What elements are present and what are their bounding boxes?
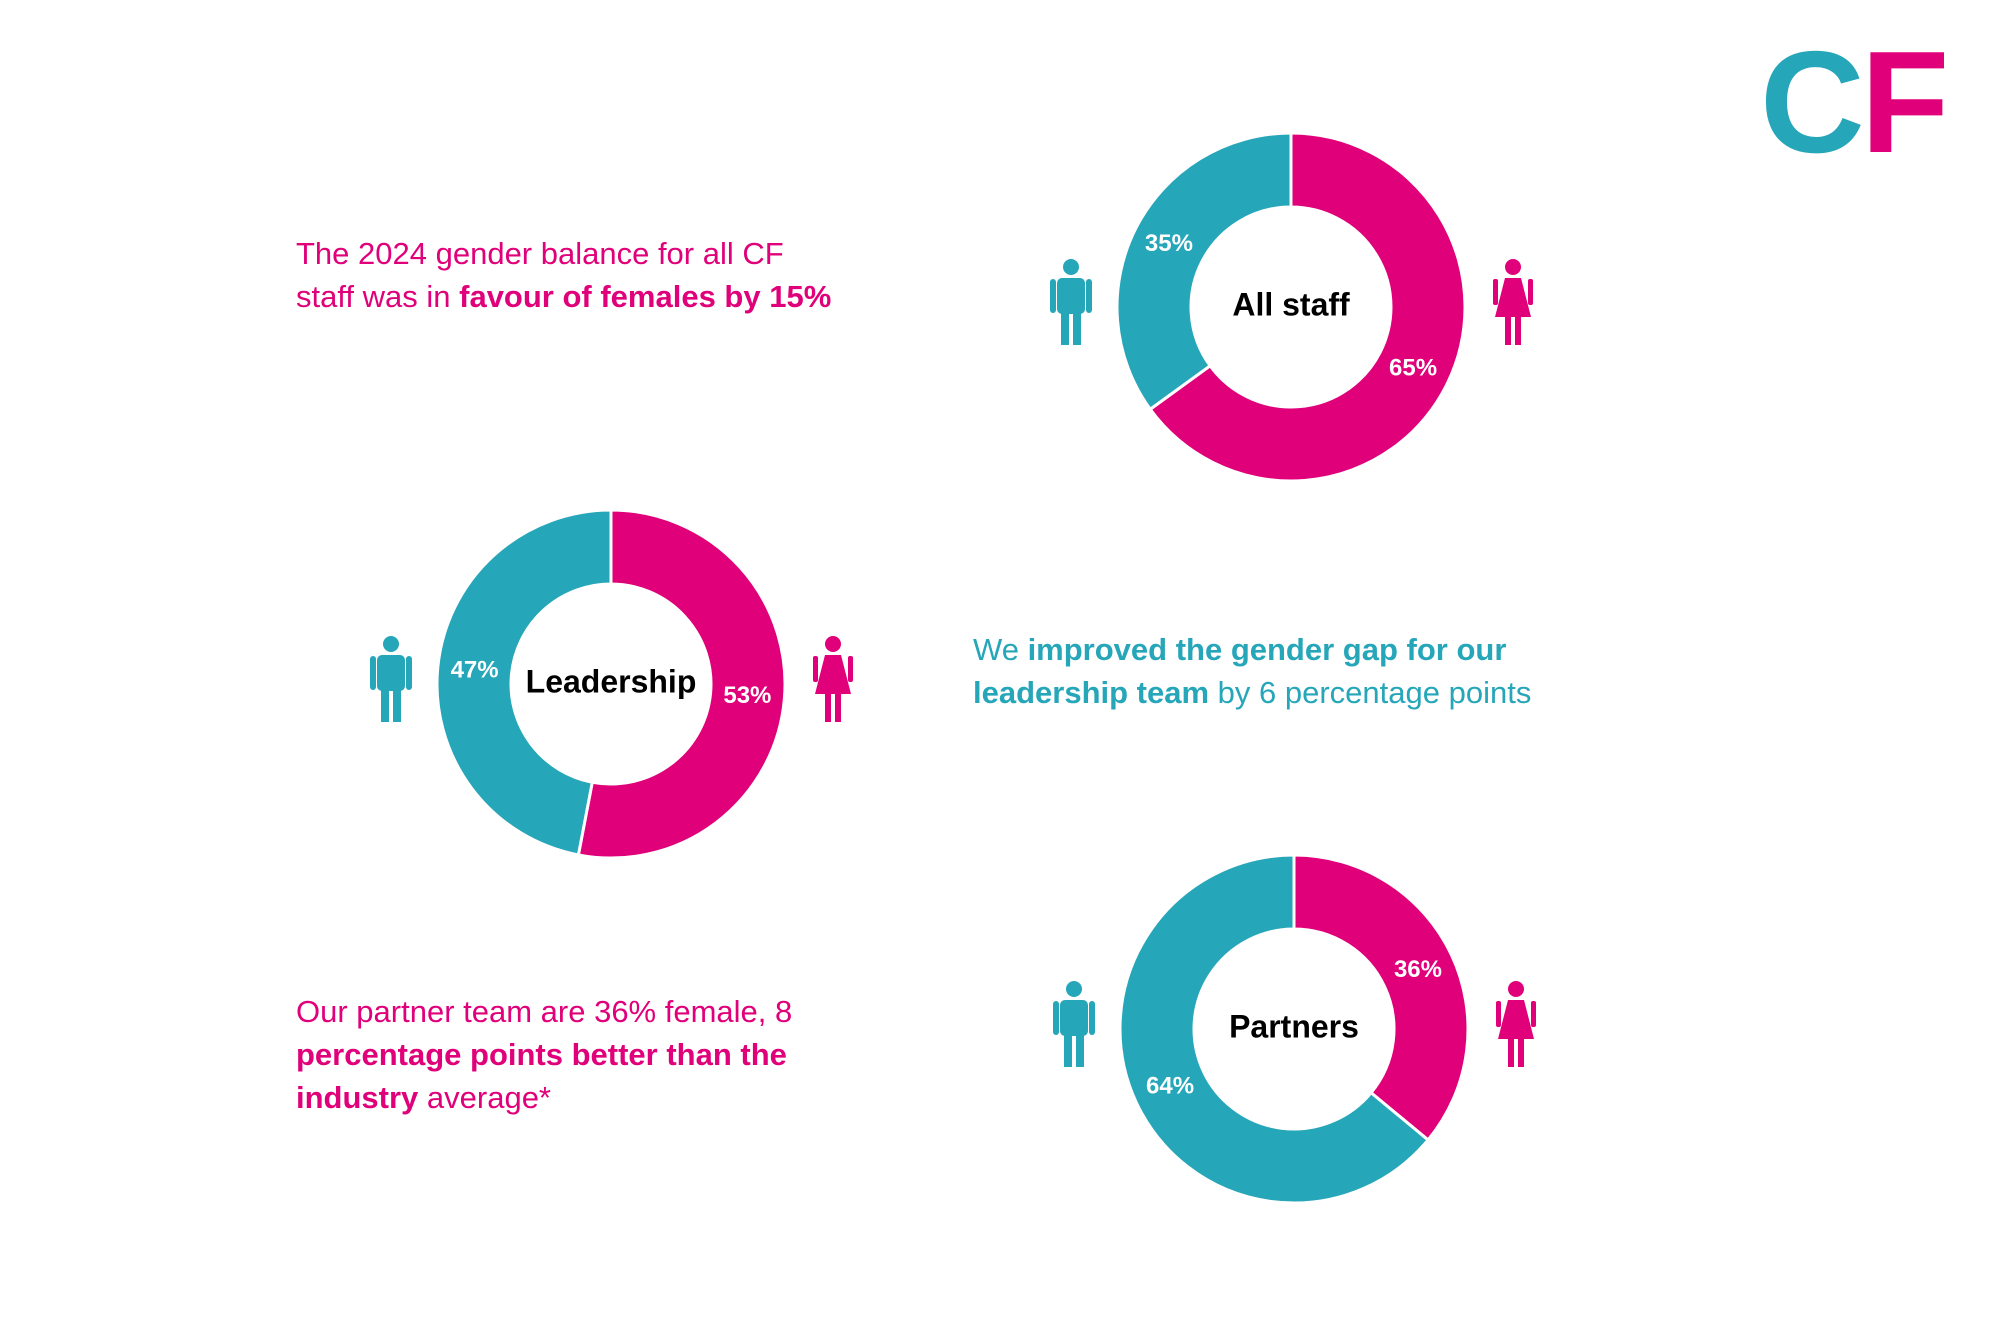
icon-leg [1064,1033,1072,1067]
text-line: percentage points better than the [296,1033,792,1076]
icon-arm [813,656,818,682]
text-segment: improved the gender gap for our [1027,632,1507,667]
donut-title: All staff [1232,286,1350,322]
female-icon [1496,981,1536,1067]
icon-body [377,655,405,691]
value-label: 36% [1394,956,1442,983]
icon-head [1066,981,1082,997]
donut-title: Partners [1229,1008,1359,1044]
donut-segment [1292,853,1470,1143]
icon-arm [1496,1001,1501,1027]
icon-body [1060,1000,1088,1036]
icon-arm [848,656,853,682]
value-label: 65% [1389,355,1437,382]
icon-leg [1076,1033,1084,1067]
icon-leg [1061,311,1069,345]
icon-arm [1089,1001,1095,1035]
value-label: 35% [1145,230,1193,257]
value-label: 64% [1146,1073,1194,1100]
icon-arm [1493,279,1498,305]
donut-segment [1115,131,1293,412]
icon-leg [393,688,401,722]
icon-body [1495,278,1531,317]
text-segment: industry [296,1080,419,1115]
text-segment: leadership team [973,675,1210,710]
icon-head [1508,981,1524,997]
icon-arm [1050,279,1056,313]
text-line: We improved the gender gap for our [973,628,1531,671]
donut-segment [1118,853,1431,1205]
text-segment: Our partner team are 36% female, 8 [296,994,793,1029]
text-segment: favour of females by 15% [459,279,832,314]
icon-leg [1518,1039,1524,1067]
icon-arm [1531,1001,1536,1027]
icon-head [825,636,841,652]
logo-letter: C [1760,21,1865,183]
value-label: 47% [451,656,499,683]
donut-segment [1148,131,1467,483]
icon-leg [1508,1039,1514,1067]
text-line: leadership team by 6 percentage points [973,671,1531,714]
logo: CF [1760,30,1949,175]
male-icon [1053,981,1095,1067]
icon-body [1498,1000,1534,1039]
male-icon [1050,259,1092,345]
male-icon [370,636,412,722]
icon-leg [1505,317,1511,345]
text-block: We improved the gender gap for our leader… [973,628,1531,714]
text-block: The 2024 gender balance for all CF staff … [296,232,831,318]
icon-head [1505,259,1521,275]
icon-arm [1528,279,1533,305]
text-segment: The 2024 gender balance for all CF [296,236,784,271]
text-segment: percentage points better than the [296,1037,787,1072]
icon-leg [381,688,389,722]
icon-body [815,655,851,694]
donut-segment [576,508,787,860]
icon-leg [1515,317,1521,345]
text-segment: average* [418,1080,552,1115]
text-segment: We [973,632,1028,667]
text-block: Our partner team are 36% female, 8 percen… [296,990,792,1119]
icon-arm [370,656,376,690]
icon-leg [825,694,831,722]
text-line: Our partner team are 36% female, 8 [296,990,792,1033]
icon-head [383,636,399,652]
donut-segment [435,508,613,857]
text-line: The 2024 gender balance for all CF [296,232,831,275]
icon-arm [1086,279,1092,313]
text-segment: staff was in [296,279,460,314]
icon-leg [1073,311,1081,345]
female-icon [813,636,853,722]
text-segment: by 6 percentage points [1209,675,1532,710]
icon-arm [406,656,412,690]
female-icon [1493,259,1533,345]
logo-letter: F [1860,21,1950,183]
icon-body [1057,278,1085,314]
icon-leg [835,694,841,722]
text-line: staff was in favour of females by 15% [296,275,831,318]
icon-head [1063,259,1079,275]
donut-title: Leadership [526,663,697,699]
text-line: industry average* [296,1076,792,1119]
icon-arm [1053,1001,1059,1035]
value-label: 53% [723,682,771,709]
